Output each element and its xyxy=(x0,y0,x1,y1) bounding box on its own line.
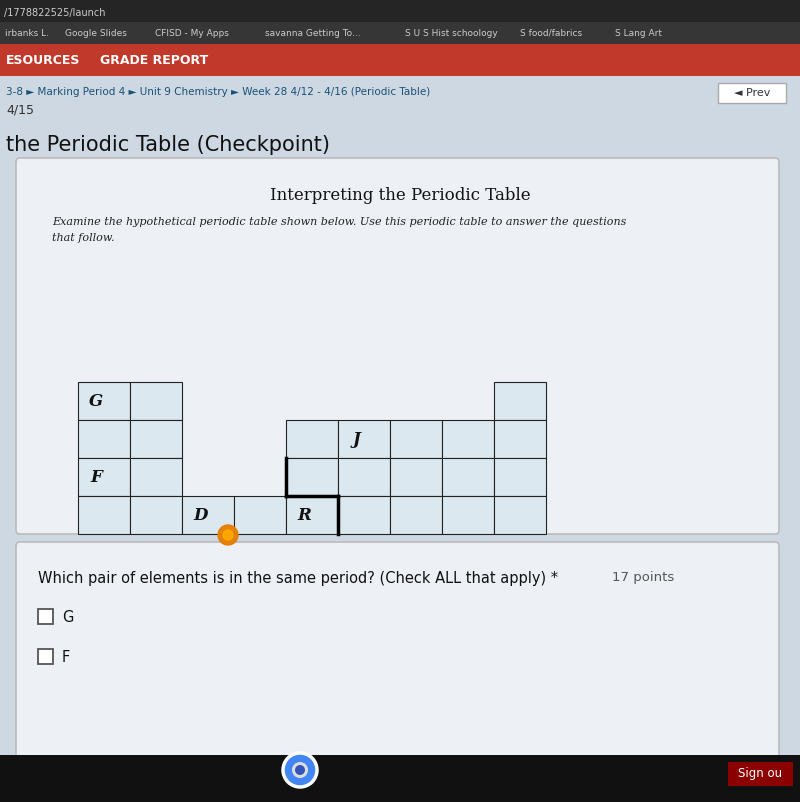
Bar xyxy=(494,420,546,458)
Circle shape xyxy=(295,765,305,775)
Text: GRADE REPORT: GRADE REPORT xyxy=(100,54,208,67)
Text: ESOURCES: ESOURCES xyxy=(6,54,80,67)
Text: D: D xyxy=(193,507,207,524)
Bar xyxy=(38,649,53,664)
Text: S Lang Art: S Lang Art xyxy=(615,29,662,38)
Bar xyxy=(234,496,286,534)
Bar xyxy=(390,458,442,496)
Text: Google Slides: Google Slides xyxy=(65,29,127,38)
Bar xyxy=(78,382,130,420)
Bar xyxy=(338,458,390,496)
Text: F: F xyxy=(62,650,70,666)
Bar xyxy=(718,83,786,103)
Text: Which pair of elements is in the same period? (Check ALL that apply) *: Which pair of elements is in the same pe… xyxy=(38,570,558,585)
Text: 3-8 ► Marking Period 4 ► Unit 9 Chemistry ► Week 28 4/12 - 4/16 (Periodic Table): 3-8 ► Marking Period 4 ► Unit 9 Chemistr… xyxy=(6,87,430,97)
Circle shape xyxy=(283,753,317,787)
Text: J: J xyxy=(352,431,360,448)
Text: 4/15: 4/15 xyxy=(6,103,34,116)
Text: 17 points: 17 points xyxy=(612,572,674,585)
Bar xyxy=(78,420,130,458)
Text: /1778822525/launch: /1778822525/launch xyxy=(4,8,106,18)
Text: Sign ou: Sign ou xyxy=(738,768,782,780)
Bar xyxy=(130,458,182,496)
Bar xyxy=(442,458,494,496)
Bar xyxy=(0,755,800,802)
Text: Interpreting the Periodic Table: Interpreting the Periodic Table xyxy=(270,188,530,205)
Text: F: F xyxy=(90,468,102,485)
Bar xyxy=(38,609,53,624)
Text: ◄ Prev: ◄ Prev xyxy=(734,88,770,98)
Bar xyxy=(130,496,182,534)
Text: S food/fabrics: S food/fabrics xyxy=(520,29,582,38)
Bar xyxy=(130,420,182,458)
FancyBboxPatch shape xyxy=(16,158,779,534)
Bar xyxy=(338,420,390,458)
Bar xyxy=(442,496,494,534)
Bar xyxy=(78,458,130,496)
Text: the Periodic Table (Checkpoint): the Periodic Table (Checkpoint) xyxy=(6,135,330,155)
Circle shape xyxy=(292,762,308,778)
Text: irbanks L.: irbanks L. xyxy=(5,29,49,38)
Bar xyxy=(728,762,793,786)
FancyBboxPatch shape xyxy=(16,542,779,760)
Bar xyxy=(286,496,338,534)
Text: R: R xyxy=(298,507,311,524)
Text: savanna Getting To...: savanna Getting To... xyxy=(265,29,361,38)
Bar xyxy=(0,0,800,22)
Bar xyxy=(390,420,442,458)
Bar xyxy=(286,458,338,496)
Text: CFISD - My Apps: CFISD - My Apps xyxy=(155,29,229,38)
Bar xyxy=(494,496,546,534)
Text: S U S Hist schoology: S U S Hist schoology xyxy=(405,29,498,38)
Bar xyxy=(390,496,442,534)
Bar xyxy=(494,458,546,496)
Circle shape xyxy=(223,530,233,540)
Text: G: G xyxy=(89,392,103,410)
Circle shape xyxy=(218,525,238,545)
Text: G: G xyxy=(62,610,74,626)
Bar xyxy=(0,22,800,44)
Text: Examine the hypothetical periodic table shown below. Use this periodic table to : Examine the hypothetical periodic table … xyxy=(52,217,626,227)
Text: that follow.: that follow. xyxy=(52,233,114,243)
Bar xyxy=(286,420,338,458)
Bar xyxy=(0,44,800,76)
Bar xyxy=(338,496,390,534)
Bar xyxy=(182,496,234,534)
Bar xyxy=(442,420,494,458)
Bar xyxy=(494,382,546,420)
Bar xyxy=(78,496,130,534)
Bar xyxy=(130,382,182,420)
